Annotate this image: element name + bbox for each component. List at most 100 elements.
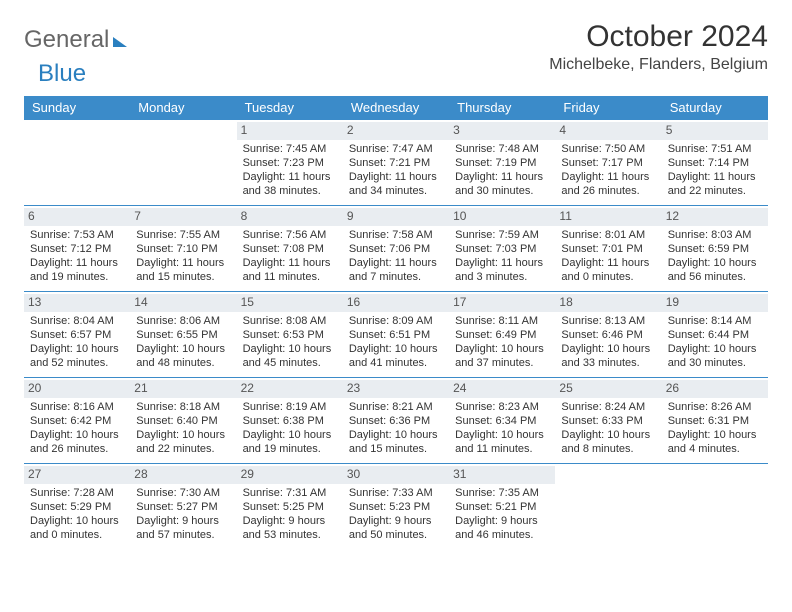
sunrise-line: Sunrise: 7:59 AM <box>455 228 549 242</box>
daylight-line: Daylight: 9 hours and 53 minutes. <box>243 514 337 543</box>
sunrise-line: Sunrise: 8:23 AM <box>455 400 549 414</box>
calendar-cell: 2Sunrise: 7:47 AMSunset: 7:21 PMDaylight… <box>343 120 449 206</box>
daylight-line: Daylight: 10 hours and 48 minutes. <box>136 342 230 371</box>
daylight-line: Daylight: 10 hours and 30 minutes. <box>668 342 762 371</box>
calendar-table: Sunday Monday Tuesday Wednesday Thursday… <box>24 96 768 550</box>
sunset-line: Sunset: 6:40 PM <box>136 414 230 428</box>
weekday-header: Tuesday <box>237 96 343 120</box>
sunrise-line: Sunrise: 8:08 AM <box>243 314 337 328</box>
calendar-cell: 6Sunrise: 7:53 AMSunset: 7:12 PMDaylight… <box>24 206 130 292</box>
sunset-line: Sunset: 7:03 PM <box>455 242 549 256</box>
daylight-line: Daylight: 10 hours and 19 minutes. <box>243 428 337 457</box>
sunset-line: Sunset: 6:31 PM <box>668 414 762 428</box>
day-number: 21 <box>130 380 236 398</box>
day-number: 4 <box>555 122 661 140</box>
sunset-line: Sunset: 7:01 PM <box>561 242 655 256</box>
daylight-line: Daylight: 10 hours and 22 minutes. <box>136 428 230 457</box>
daylight-line: Daylight: 11 hours and 7 minutes. <box>349 256 443 285</box>
sunrise-line: Sunrise: 8:21 AM <box>349 400 443 414</box>
calendar-cell: 29Sunrise: 7:31 AMSunset: 5:25 PMDayligh… <box>237 464 343 550</box>
sunrise-line: Sunrise: 7:30 AM <box>136 486 230 500</box>
calendar-cell: 18Sunrise: 8:13 AMSunset: 6:46 PMDayligh… <box>555 292 661 378</box>
sunrise-line: Sunrise: 8:18 AM <box>136 400 230 414</box>
sunrise-line: Sunrise: 8:16 AM <box>30 400 124 414</box>
sunrise-line: Sunrise: 7:31 AM <box>243 486 337 500</box>
daylight-line: Daylight: 10 hours and 37 minutes. <box>455 342 549 371</box>
calendar-cell: 9Sunrise: 7:58 AMSunset: 7:06 PMDaylight… <box>343 206 449 292</box>
logo: General <box>24 20 129 54</box>
sunset-line: Sunset: 6:55 PM <box>136 328 230 342</box>
daylight-line: Daylight: 10 hours and 8 minutes. <box>561 428 655 457</box>
day-number: 18 <box>555 294 661 312</box>
calendar-cell: 3Sunrise: 7:48 AMSunset: 7:19 PMDaylight… <box>449 120 555 206</box>
day-number: 14 <box>130 294 236 312</box>
day-number: 15 <box>237 294 343 312</box>
daylight-line: Daylight: 11 hours and 19 minutes. <box>30 256 124 285</box>
calendar-cell: 8Sunrise: 7:56 AMSunset: 7:08 PMDaylight… <box>237 206 343 292</box>
sunrise-line: Sunrise: 7:58 AM <box>349 228 443 242</box>
sunset-line: Sunset: 6:57 PM <box>30 328 124 342</box>
daylight-line: Daylight: 10 hours and 26 minutes. <box>30 428 124 457</box>
calendar-cell: 12Sunrise: 8:03 AMSunset: 6:59 PMDayligh… <box>662 206 768 292</box>
sunset-line: Sunset: 6:34 PM <box>455 414 549 428</box>
sunset-line: Sunset: 7:10 PM <box>136 242 230 256</box>
calendar-cell: 15 Sunrise: 8:08 AMSunset: 6:53 PMDayligh… <box>237 292 343 378</box>
daylight-line: Daylight: 10 hours and 45 minutes. <box>243 342 337 371</box>
day-number: 5 <box>662 122 768 140</box>
daylight-line: Daylight: 11 hours and 0 minutes. <box>561 256 655 285</box>
day-number: 23 <box>343 380 449 398</box>
sunset-line: Sunset: 6:59 PM <box>668 242 762 256</box>
calendar-cell: 21 Sunrise: 8:18 AMSunset: 6:40 PMDayligh… <box>130 378 236 464</box>
sunrise-line: Sunrise: 7:55 AM <box>136 228 230 242</box>
day-number: 20 <box>24 380 130 398</box>
weekday-header: Monday <box>130 96 236 120</box>
sunset-line: Sunset: 5:29 PM <box>30 500 124 514</box>
daylight-line: Daylight: 11 hours and 34 minutes. <box>349 170 443 199</box>
sunrise-line: Sunrise: 7:45 AM <box>243 142 337 156</box>
sunset-line: Sunset: 5:27 PM <box>136 500 230 514</box>
sunset-line: Sunset: 6:49 PM <box>455 328 549 342</box>
weekday-header: Sunday <box>24 96 130 120</box>
calendar-row: 6Sunrise: 7:53 AMSunset: 7:12 PMDaylight… <box>24 206 768 292</box>
sunrise-line: Sunrise: 8:11 AM <box>455 314 549 328</box>
sunset-line: Sunset: 5:21 PM <box>455 500 549 514</box>
daylight-line: Daylight: 11 hours and 15 minutes. <box>136 256 230 285</box>
day-number: 9 <box>343 208 449 226</box>
logo-mark-icon <box>113 37 127 47</box>
sunrise-line: Sunrise: 7:47 AM <box>349 142 443 156</box>
calendar-cell: 10Sunrise: 7:59 AMSunset: 7:03 PMDayligh… <box>449 206 555 292</box>
calendar-cell: 28Sunrise: 7:30 AMSunset: 5:27 PMDayligh… <box>130 464 236 550</box>
day-number: 12 <box>662 208 768 226</box>
sunrise-line: Sunrise: 8:24 AM <box>561 400 655 414</box>
logo-text-2: Blue <box>38 60 86 88</box>
day-number: 16 <box>343 294 449 312</box>
sunset-line: Sunset: 6:33 PM <box>561 414 655 428</box>
day-number: 30 <box>343 466 449 484</box>
daylight-line: Daylight: 11 hours and 30 minutes. <box>455 170 549 199</box>
calendar-body: 1Sunrise: 7:45 AMSunset: 7:23 PMDaylight… <box>24 120 768 550</box>
daylight-line: Daylight: 11 hours and 26 minutes. <box>561 170 655 199</box>
calendar-cell: 16Sunrise: 8:09 AMSunset: 6:51 PMDayligh… <box>343 292 449 378</box>
sunset-line: Sunset: 6:42 PM <box>30 414 124 428</box>
sunset-line: Sunset: 6:53 PM <box>243 328 337 342</box>
calendar-cell: 24Sunrise: 8:23 AMSunset: 6:34 PMDayligh… <box>449 378 555 464</box>
calendar-cell: 23Sunrise: 8:21 AMSunset: 6:36 PMDayligh… <box>343 378 449 464</box>
day-number: 3 <box>449 122 555 140</box>
sunrise-line: Sunrise: 8:03 AM <box>668 228 762 242</box>
sunrise-line: Sunrise: 7:50 AM <box>561 142 655 156</box>
day-number: 28 <box>130 466 236 484</box>
sunrise-line: Sunrise: 7:51 AM <box>668 142 762 156</box>
daylight-line: Daylight: 9 hours and 46 minutes. <box>455 514 549 543</box>
sunrise-line: Sunrise: 8:01 AM <box>561 228 655 242</box>
daylight-line: Daylight: 10 hours and 4 minutes. <box>668 428 762 457</box>
day-number: 19 <box>662 294 768 312</box>
calendar-cell <box>555 464 661 550</box>
calendar-cell: 1Sunrise: 7:45 AMSunset: 7:23 PMDaylight… <box>237 120 343 206</box>
sunset-line: Sunset: 7:23 PM <box>243 156 337 170</box>
weekday-header: Thursday <box>449 96 555 120</box>
calendar-cell: 25Sunrise: 8:24 AMSunset: 6:33 PMDayligh… <box>555 378 661 464</box>
calendar-cell <box>24 120 130 206</box>
sunset-line: Sunset: 6:44 PM <box>668 328 762 342</box>
sunset-line: Sunset: 7:08 PM <box>243 242 337 256</box>
day-number: 31 <box>449 466 555 484</box>
